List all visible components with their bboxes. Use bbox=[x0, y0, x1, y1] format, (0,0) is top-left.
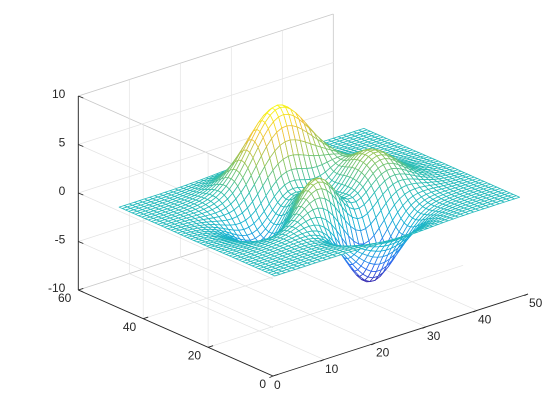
z-tick bbox=[78, 192, 84, 196]
y-gridline-floor bbox=[207, 264, 464, 348]
z-tick bbox=[78, 144, 84, 147]
axes-box bbox=[77, 95, 529, 379]
x-tick-label: 10 bbox=[325, 362, 339, 376]
tick-labels: 0 10 20 30 40 50 0 20 40 60-10 -5 0 5 10 bbox=[48, 87, 543, 392]
y-tick bbox=[272, 373, 279, 377]
x-tick bbox=[320, 359, 325, 362]
z-tick-label: 5 bbox=[59, 136, 66, 150]
x-tick-label: 20 bbox=[376, 345, 390, 359]
x-gridline-floor bbox=[180, 256, 376, 344]
z-tick bbox=[78, 241, 84, 244]
y-tick-label: 0 bbox=[259, 377, 266, 391]
x-tick bbox=[371, 342, 376, 346]
x-tick-label: 0 bbox=[274, 378, 281, 392]
y-tick-label: 40 bbox=[123, 320, 137, 334]
y-tick bbox=[207, 345, 214, 348]
y-tick-label: 20 bbox=[188, 348, 202, 362]
z-tick-label: -5 bbox=[55, 233, 66, 247]
z-gridline-left bbox=[78, 241, 274, 328]
z-tick-label: -10 bbox=[48, 281, 66, 295]
x-tick-label: 40 bbox=[478, 313, 492, 327]
z-tick-label: 0 bbox=[59, 184, 66, 198]
mesh-surface bbox=[118, 104, 521, 283]
x-tick bbox=[422, 326, 427, 329]
y-tick bbox=[143, 316, 149, 320]
x-tick-label: 50 bbox=[529, 296, 543, 310]
x-tick-label: 30 bbox=[427, 329, 441, 343]
z-gridline-left bbox=[78, 192, 274, 280]
z-tick-label: 10 bbox=[52, 87, 66, 101]
x-tick bbox=[269, 375, 274, 379]
y-tick bbox=[78, 287, 84, 291]
mesh-cell bbox=[510, 195, 521, 200]
z-tick bbox=[78, 289, 84, 293]
x-axis-line bbox=[272, 293, 529, 377]
pane-edge bbox=[78, 13, 334, 97]
x-tick bbox=[473, 309, 478, 313]
x-tick bbox=[524, 293, 529, 297]
z-tick bbox=[78, 95, 84, 99]
x-gridline-floor bbox=[129, 273, 325, 360]
z-gridline-back bbox=[78, 62, 334, 145]
y-axis-line bbox=[78, 289, 274, 377]
y-tick-label: 60 bbox=[58, 291, 72, 305]
